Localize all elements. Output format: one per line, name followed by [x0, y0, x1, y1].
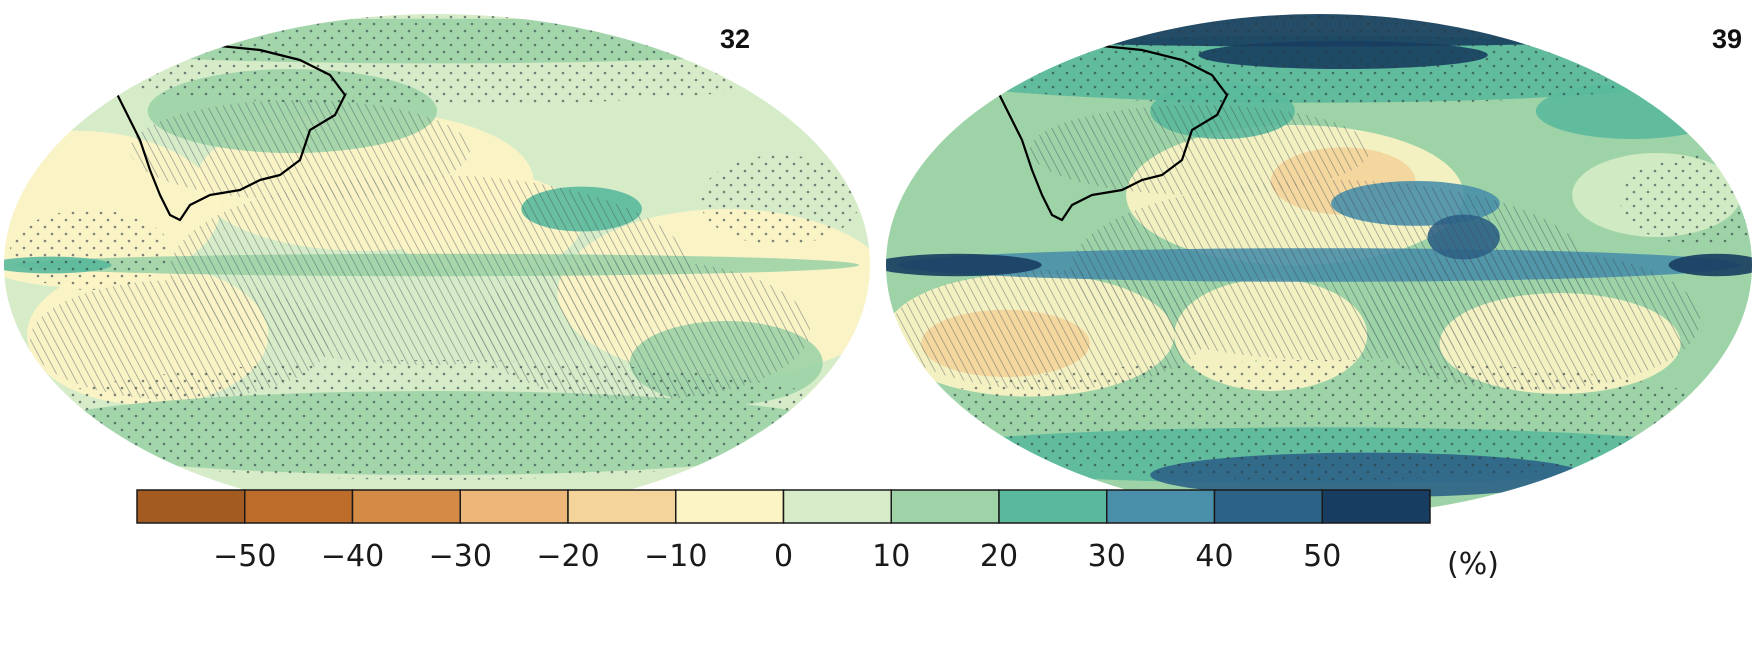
- colorbar-tick-label: −50: [213, 539, 276, 574]
- map-right-hatching: [890, 105, 1700, 390]
- colorbar-unit-label: (%): [1447, 547, 1499, 582]
- map-left: 32: [2, 12, 872, 518]
- colorbar-box: [890, 489, 1000, 524]
- colorbar-tick-label: 50: [1303, 539, 1341, 574]
- map-left-label: 32: [720, 24, 750, 54]
- colorbar-tick-label: 40: [1195, 539, 1233, 574]
- coastline: [108, 43, 347, 222]
- anomaly-region: [885, 253, 1042, 277]
- colorbar-tick-label: −40: [321, 539, 384, 574]
- colorbar-box: [459, 489, 569, 524]
- colorbar-box: [244, 489, 354, 524]
- colorbar-tick-label: 20: [980, 539, 1018, 574]
- colorbar: −50 −40 −30 −20 −10 0 10 20 30 40 50 (%): [136, 489, 1499, 582]
- colorbar-box: [351, 489, 461, 524]
- map-left-hatching: [30, 100, 810, 400]
- colorbar-tick-label: 30: [1088, 539, 1126, 574]
- colorbar-tick-label: −20: [536, 539, 599, 574]
- map-right-coastlines: [990, 43, 1229, 222]
- colorbar-box: [1321, 489, 1431, 524]
- colorbar-box: [1213, 489, 1323, 524]
- colorbar-tick-label: −10: [644, 539, 707, 574]
- anomaly-region: [1668, 253, 1753, 277]
- map-right-label: 39: [1712, 24, 1742, 54]
- coastline: [990, 43, 1229, 222]
- map-left-coastlines: [108, 43, 347, 222]
- colorbar-tick-label: 0: [774, 539, 793, 574]
- colorbar-box: [782, 489, 892, 524]
- colorbar-box: [567, 489, 677, 524]
- colorbar-tick-label: 10: [872, 539, 910, 574]
- colorbar-tick-label: −30: [429, 539, 492, 574]
- colorbar-box: [998, 489, 1108, 524]
- colorbar-box: [675, 489, 785, 524]
- map-right: 39: [884, 12, 1754, 518]
- colorbar-boxes: [136, 489, 1431, 524]
- colorbar-box: [1106, 489, 1216, 524]
- colorbar-box: [136, 489, 246, 524]
- colorbar-tick-labels: −50 −40 −30 −20 −10 0 10 20 30 40 50: [213, 539, 1341, 574]
